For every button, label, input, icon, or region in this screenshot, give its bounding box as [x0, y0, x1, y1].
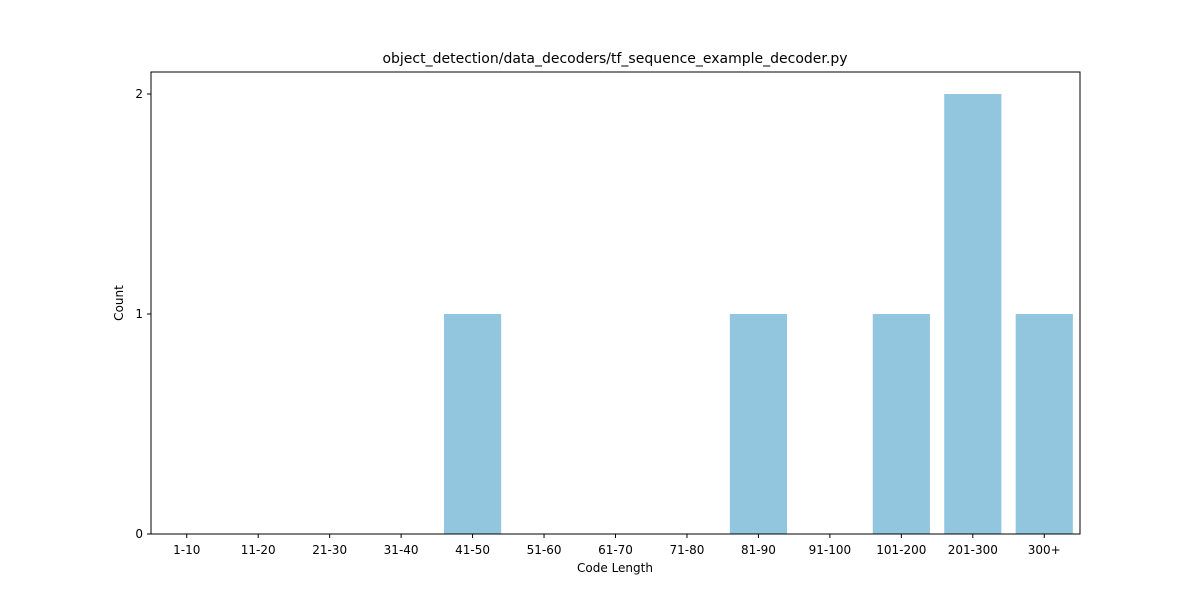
bars-layer — [443, 94, 1073, 534]
x-tick-label: 300+ — [1028, 543, 1061, 557]
x-tick-label: 1-10 — [173, 543, 200, 557]
x-tick-label: 51-60 — [527, 543, 562, 557]
y-tick-label: 2 — [135, 87, 143, 101]
x-tick-label: 201-300 — [948, 543, 998, 557]
x-tick-label: 31-40 — [384, 543, 419, 557]
x-tick-label: 61-70 — [598, 543, 633, 557]
y-axis-label: Count — [112, 285, 126, 321]
x-tick-label: 91-100 — [809, 543, 852, 557]
x-axis-ticks: 1-10 11-20 21-30 31-40 41-50 51-60 61-70 71-80 8… — [173, 534, 1061, 557]
bar-201-300 — [944, 94, 1002, 534]
x-tick-label: 11-20 — [241, 543, 276, 557]
x-tick-label: 41-50 — [455, 543, 490, 557]
y-tick-label: 0 — [135, 527, 143, 541]
x-tick-label: 71-80 — [670, 543, 705, 557]
bar-300+ — [1015, 314, 1073, 534]
x-axis-label: Code Length — [577, 561, 653, 575]
x-tick-label: 101-200 — [876, 543, 926, 557]
bar-41-50 — [443, 314, 502, 534]
x-tick-label: 21-30 — [312, 543, 347, 557]
y-tick-label: 1 — [135, 307, 143, 321]
chart-title: object_detection/data_decoders/tf_sequen… — [382, 51, 847, 67]
bar-101-200 — [872, 314, 930, 534]
x-tick-label: 81-90 — [741, 543, 776, 557]
bar-81-90 — [729, 314, 788, 534]
y-axis-ticks: 0 1 2 — [135, 87, 151, 541]
plot-frame — [150, 71, 1081, 535]
